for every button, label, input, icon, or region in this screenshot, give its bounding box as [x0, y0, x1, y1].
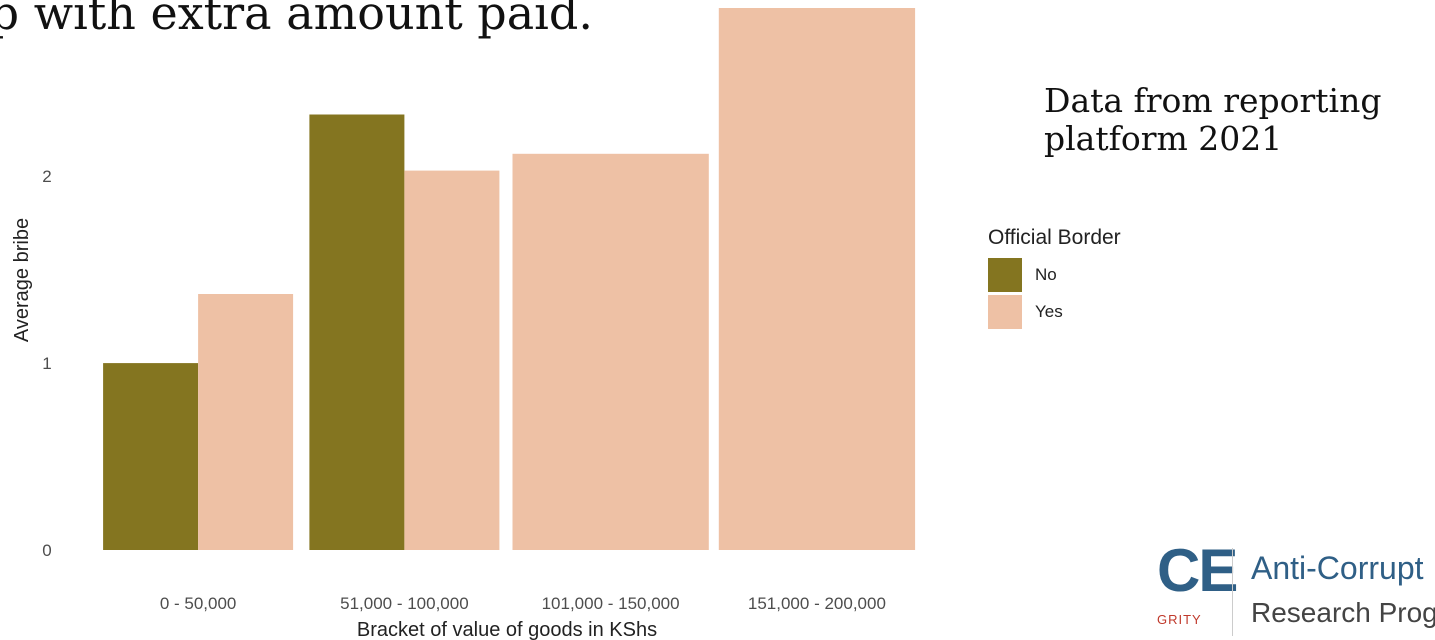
x-axis-title: Bracket of value of goods in KShs — [357, 619, 657, 640]
legend-swatch-no — [988, 257, 1022, 292]
legend-item-no: No — [988, 256, 1121, 293]
y-axis-ticks: 0 1 2 — [42, 167, 51, 560]
page-title: up with extra amount paid. — [0, 0, 593, 40]
x-tick-label: 51,000 - 100,000 — [340, 594, 469, 613]
logo-tagline: GRITY — [1157, 612, 1202, 627]
bar-yes-1 — [404, 170, 500, 550]
x-tick-label: 101,000 - 150,000 — [542, 594, 680, 613]
legend-item-yes: Yes — [988, 293, 1121, 330]
logo-line-1: Anti-Corrupt — [1251, 550, 1424, 586]
y-tick-label: 2 — [42, 167, 51, 186]
x-axis-ticks: 0 - 50,000 51,000 - 100,000 101,000 - 150,… — [160, 594, 886, 613]
logo-divider — [1232, 548, 1233, 636]
bar-yes-0 — [198, 294, 294, 550]
x-tick-label: 151,000 - 200,000 — [748, 594, 886, 613]
bars-group — [103, 8, 916, 551]
logo-line-2: Research Prog — [1251, 597, 1435, 628]
bar-yes-2 — [512, 153, 709, 551]
y-tick-label: 1 — [42, 354, 51, 373]
legend: Official Border No Yes — [988, 226, 1121, 330]
organization-logo: CE GRITY Anti-Corrupt Research Prog — [1155, 542, 1435, 640]
legend-label-yes: Yes — [1035, 301, 1063, 321]
legend-title: Official Border — [988, 226, 1121, 249]
logo-mark: CE — [1157, 542, 1238, 604]
x-tick-label: 0 - 50,000 — [160, 594, 237, 613]
legend-label-no: No — [1035, 264, 1057, 284]
bar-no-0 — [103, 363, 199, 550]
y-axis-title: Average bribe — [11, 218, 33, 342]
legend-swatch-yes — [988, 294, 1022, 329]
y-tick-label: 0 — [42, 541, 51, 560]
bar-yes-3 — [718, 8, 916, 550]
data-source-note: Data from reporting platform 2021 — [1044, 81, 1382, 158]
bar-chart: 0 1 2 0 - 50,000 51,000 - 100,000 101,000 - … — [11, 8, 916, 640]
bar-no-1 — [309, 114, 405, 550]
